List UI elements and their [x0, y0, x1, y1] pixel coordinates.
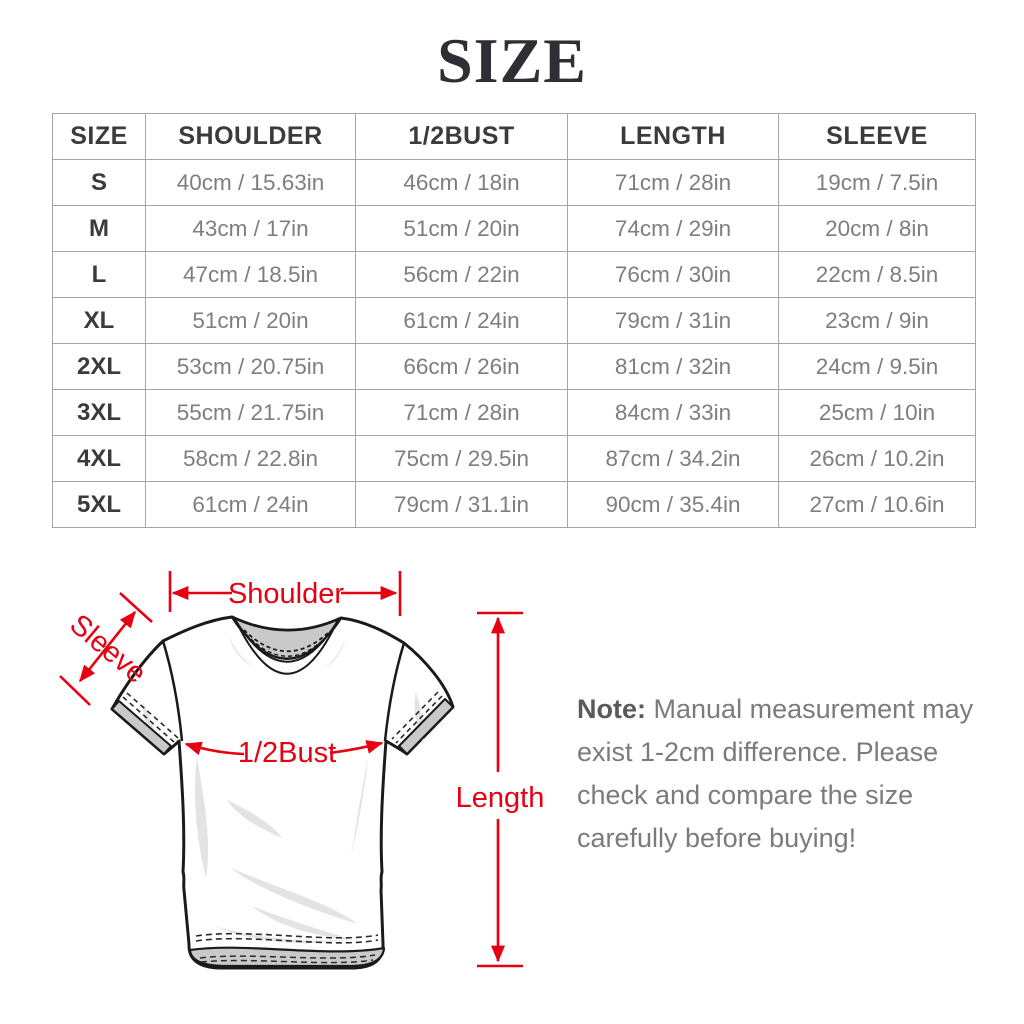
table-row: 5XL 61cm / 24in 79cm / 31.1in 90cm / 35.…	[52, 481, 976, 528]
length-dimension: Length	[456, 611, 545, 968]
value-cell: 27cm / 10.6in	[778, 481, 976, 528]
bust-label: 1/2Bust	[238, 737, 336, 769]
value-cell: 79cm / 31in	[567, 297, 779, 344]
armhole-seam-left	[161, 640, 184, 742]
value-cell: 87cm / 34.2in	[567, 435, 779, 482]
value-cell: 22cm / 8.5in	[778, 251, 976, 298]
shoulder-dimension: Shoulder	[168, 571, 402, 616]
sleeve-label: Sleeve	[64, 608, 152, 690]
table-row: S 40cm / 15.63in 46cm / 18in 71cm / 28in…	[52, 159, 976, 206]
value-cell: 46cm / 18in	[355, 159, 568, 206]
size-cell: 4XL	[52, 435, 146, 482]
cuff-left-stitching	[122, 692, 179, 743]
collar-inside	[230, 615, 343, 660]
header-cell: LENGTH	[567, 113, 779, 160]
tshirt-measurement-diagram: Shoulder Sleeve 1/2Bust Length	[59, 571, 545, 970]
value-cell: 51cm / 20in	[145, 297, 356, 344]
header-cell: SHOULDER	[145, 113, 356, 160]
value-cell: 71cm / 28in	[355, 389, 568, 436]
value-cell: 58cm / 22.8in	[145, 435, 356, 482]
value-cell: 75cm / 29.5in	[355, 435, 568, 482]
table-row: 4XL 58cm / 22.8in 75cm / 29.5in 87cm / 3…	[52, 435, 976, 482]
value-cell: 90cm / 35.4in	[567, 481, 779, 528]
note-label: Note:	[577, 694, 646, 724]
measurement-note: Note: Manual measurement may exist 1-2cm…	[577, 688, 992, 860]
size-table: SIZE SHOULDER 1/2BUST LENGTH SLEEVE S 40…	[52, 113, 976, 528]
cuff-right-stitching	[391, 691, 443, 744]
value-cell: 76cm / 30in	[567, 251, 779, 298]
note-text: Manual measurement may exist 1-2cm diffe…	[577, 694, 974, 853]
value-cell: 20cm / 8in	[778, 205, 976, 252]
sleeve-tick-bottom	[59, 675, 91, 706]
table-header-row: SIZE SHOULDER 1/2BUST LENGTH SLEEVE	[52, 113, 976, 160]
size-cell: XL	[52, 297, 146, 344]
value-cell: 56cm / 22in	[355, 251, 568, 298]
armhole-seam-right	[383, 642, 406, 742]
sleeve-tick-top	[119, 592, 153, 623]
hem-stitching	[195, 932, 379, 944]
bust-dimension: 1/2Bust	[184, 737, 384, 769]
value-cell: 19cm / 7.5in	[778, 159, 976, 206]
hem-band-stitching	[199, 954, 376, 964]
fabric-wrinkles	[142, 636, 425, 944]
value-cell: 74cm / 29in	[567, 205, 779, 252]
page-title: SIZE	[437, 25, 587, 96]
cuff-right	[398, 698, 454, 755]
value-cell: 61cm / 24in	[145, 481, 356, 528]
value-cell: 81cm / 32in	[567, 343, 779, 390]
table-row: L 47cm / 18.5in 56cm / 22in 76cm / 30in …	[52, 251, 976, 298]
value-cell: 40cm / 15.63in	[145, 159, 356, 206]
header-cell: SIZE	[52, 113, 146, 160]
size-cell: M	[52, 205, 146, 252]
value-cell: 79cm / 31.1in	[355, 481, 568, 528]
size-cell: 3XL	[52, 389, 146, 436]
value-cell: 23cm / 9in	[778, 297, 976, 344]
table-row: 3XL 55cm / 21.75in 71cm / 28in 84cm / 33…	[52, 389, 976, 436]
length-label: Length	[456, 782, 545, 814]
value-cell: 51cm / 20in	[355, 205, 568, 252]
tshirt-outline	[110, 615, 455, 970]
size-cell: S	[52, 159, 146, 206]
value-cell: 26cm / 10.2in	[778, 435, 976, 482]
value-cell: 55cm / 21.75in	[145, 389, 356, 436]
value-cell: 24cm / 9.5in	[778, 343, 976, 390]
table-row: 2XL 53cm / 20.75in 66cm / 26in 81cm / 32…	[52, 343, 976, 390]
cuff-left	[111, 700, 172, 755]
value-cell: 53cm / 20.75in	[145, 343, 356, 390]
value-cell: 66cm / 26in	[355, 343, 568, 390]
shoulder-label: Shoulder	[228, 578, 344, 610]
hem-band	[188, 946, 386, 968]
sleeve-arrow	[78, 610, 137, 683]
table-row: M 43cm / 17in 51cm / 20in 74cm / 29in 20…	[52, 205, 976, 252]
value-cell: 43cm / 17in	[145, 205, 356, 252]
header-cell: SLEEVE	[778, 113, 976, 160]
collar-stitching	[243, 629, 331, 653]
value-cell: 84cm / 33in	[567, 389, 779, 436]
collar-rib	[235, 620, 338, 675]
size-cell: 2XL	[52, 343, 146, 390]
bust-arrow-right	[329, 740, 384, 755]
header-cell: 1/2BUST	[355, 113, 568, 160]
value-cell: 71cm / 28in	[567, 159, 779, 206]
value-cell: 25cm / 10in	[778, 389, 976, 436]
value-cell: 61cm / 24in	[355, 297, 568, 344]
size-cell: L	[52, 251, 146, 298]
value-cell: 47cm / 18.5in	[145, 251, 356, 298]
size-cell: 5XL	[52, 481, 146, 528]
tshirt-illustration	[110, 615, 455, 970]
table-row: XL 51cm / 20in 61cm / 24in 79cm / 31in 2…	[52, 297, 976, 344]
bust-arrow-left	[184, 741, 245, 756]
